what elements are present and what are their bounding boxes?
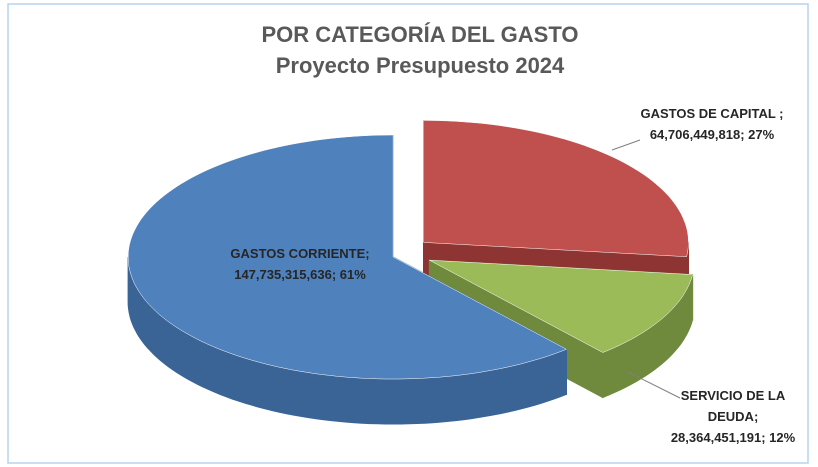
data-label: SERVICIO DE LA DEUDA; 28,364,451,191; 12%	[671, 388, 796, 445]
slice	[423, 120, 689, 257]
slice	[127, 134, 568, 380]
category-label: GASTOS DE CAPITAL ;	[640, 106, 783, 121]
leader-line	[611, 139, 641, 151]
category-label: GASTOS CORRIENTE;	[230, 246, 369, 261]
category-line: SERVICIO DE LA	[681, 388, 786, 403]
category-line: DEUDA;	[708, 409, 759, 424]
chart-subtitle: Proyecto Presupuesto 2024	[276, 53, 565, 78]
data-label: GASTOS DE CAPITAL ; 64,706,449,818; 27%	[640, 106, 783, 142]
chart-title: POR CATEGORÍA DEL GASTO	[262, 22, 579, 47]
value-label: 64,706,449,818; 27%	[650, 127, 775, 142]
category-line: GASTOS CORRIENTE;	[230, 246, 369, 261]
leader-line	[627, 371, 681, 399]
value-label: 147,735,315,636; 61%	[234, 267, 366, 282]
data-label: GASTOS CORRIENTE; 147,735,315,636; 61%	[230, 246, 369, 282]
category-line: GASTOS DE CAPITAL ;	[640, 106, 783, 121]
category-label: SERVICIO DE LA DEUDA;	[681, 388, 786, 424]
slice	[429, 259, 693, 353]
value-label: 28,364,451,191; 12%	[671, 430, 796, 445]
